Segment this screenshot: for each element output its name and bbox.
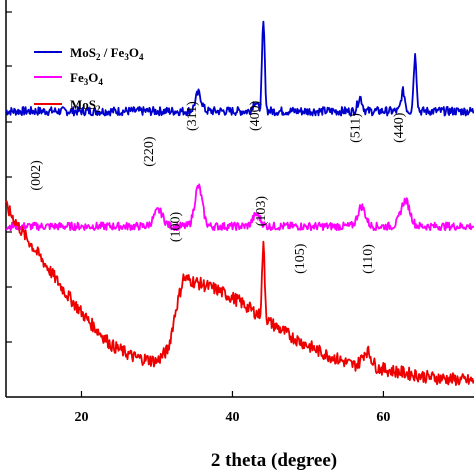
- peak-label-10: (440): [392, 112, 407, 143]
- x-axis-tick-labels: 20 40 60: [74, 410, 390, 425]
- legend-label-fe3o4: Fe3O4: [70, 70, 103, 87]
- series-line-3: [5, 200, 474, 386]
- peak-label-4: (105): [293, 243, 308, 274]
- legend-label-mos2-fe3o4: MoS2 / Fe3O4: [70, 45, 144, 62]
- peak-label-9: (511): [348, 113, 363, 143]
- peak-label-6: (220): [142, 136, 157, 167]
- peak-label-1: (002): [29, 160, 44, 191]
- peak-label-5: (110): [361, 244, 376, 274]
- y-axis-ticks: [6, 11, 12, 343]
- peak-label-8: (400): [248, 100, 263, 131]
- peak-label-2: (100): [169, 212, 184, 243]
- legend-label-mos2: MoS2: [70, 97, 101, 114]
- x-tick-label-60: 60: [376, 410, 390, 425]
- peak-annotations: (002) (100) (103) (105) (110) (220) (311) (400)…: [29, 100, 407, 274]
- series-line-2: [5, 183, 474, 232]
- series-layer: [5, 20, 474, 386]
- peak-label-7: (311): [185, 101, 200, 131]
- legend: MoS2 / Fe3O4 Fe3O4 MoS2: [34, 45, 144, 114]
- x-tick-label-40: 40: [225, 410, 239, 425]
- peak-label-3: (103): [254, 196, 269, 227]
- series-line-1: [5, 20, 474, 117]
- x-axis-ticks: [80, 391, 385, 397]
- x-axis-title: 2 theta (degree): [211, 450, 337, 471]
- x-tick-label-20: 20: [74, 410, 88, 425]
